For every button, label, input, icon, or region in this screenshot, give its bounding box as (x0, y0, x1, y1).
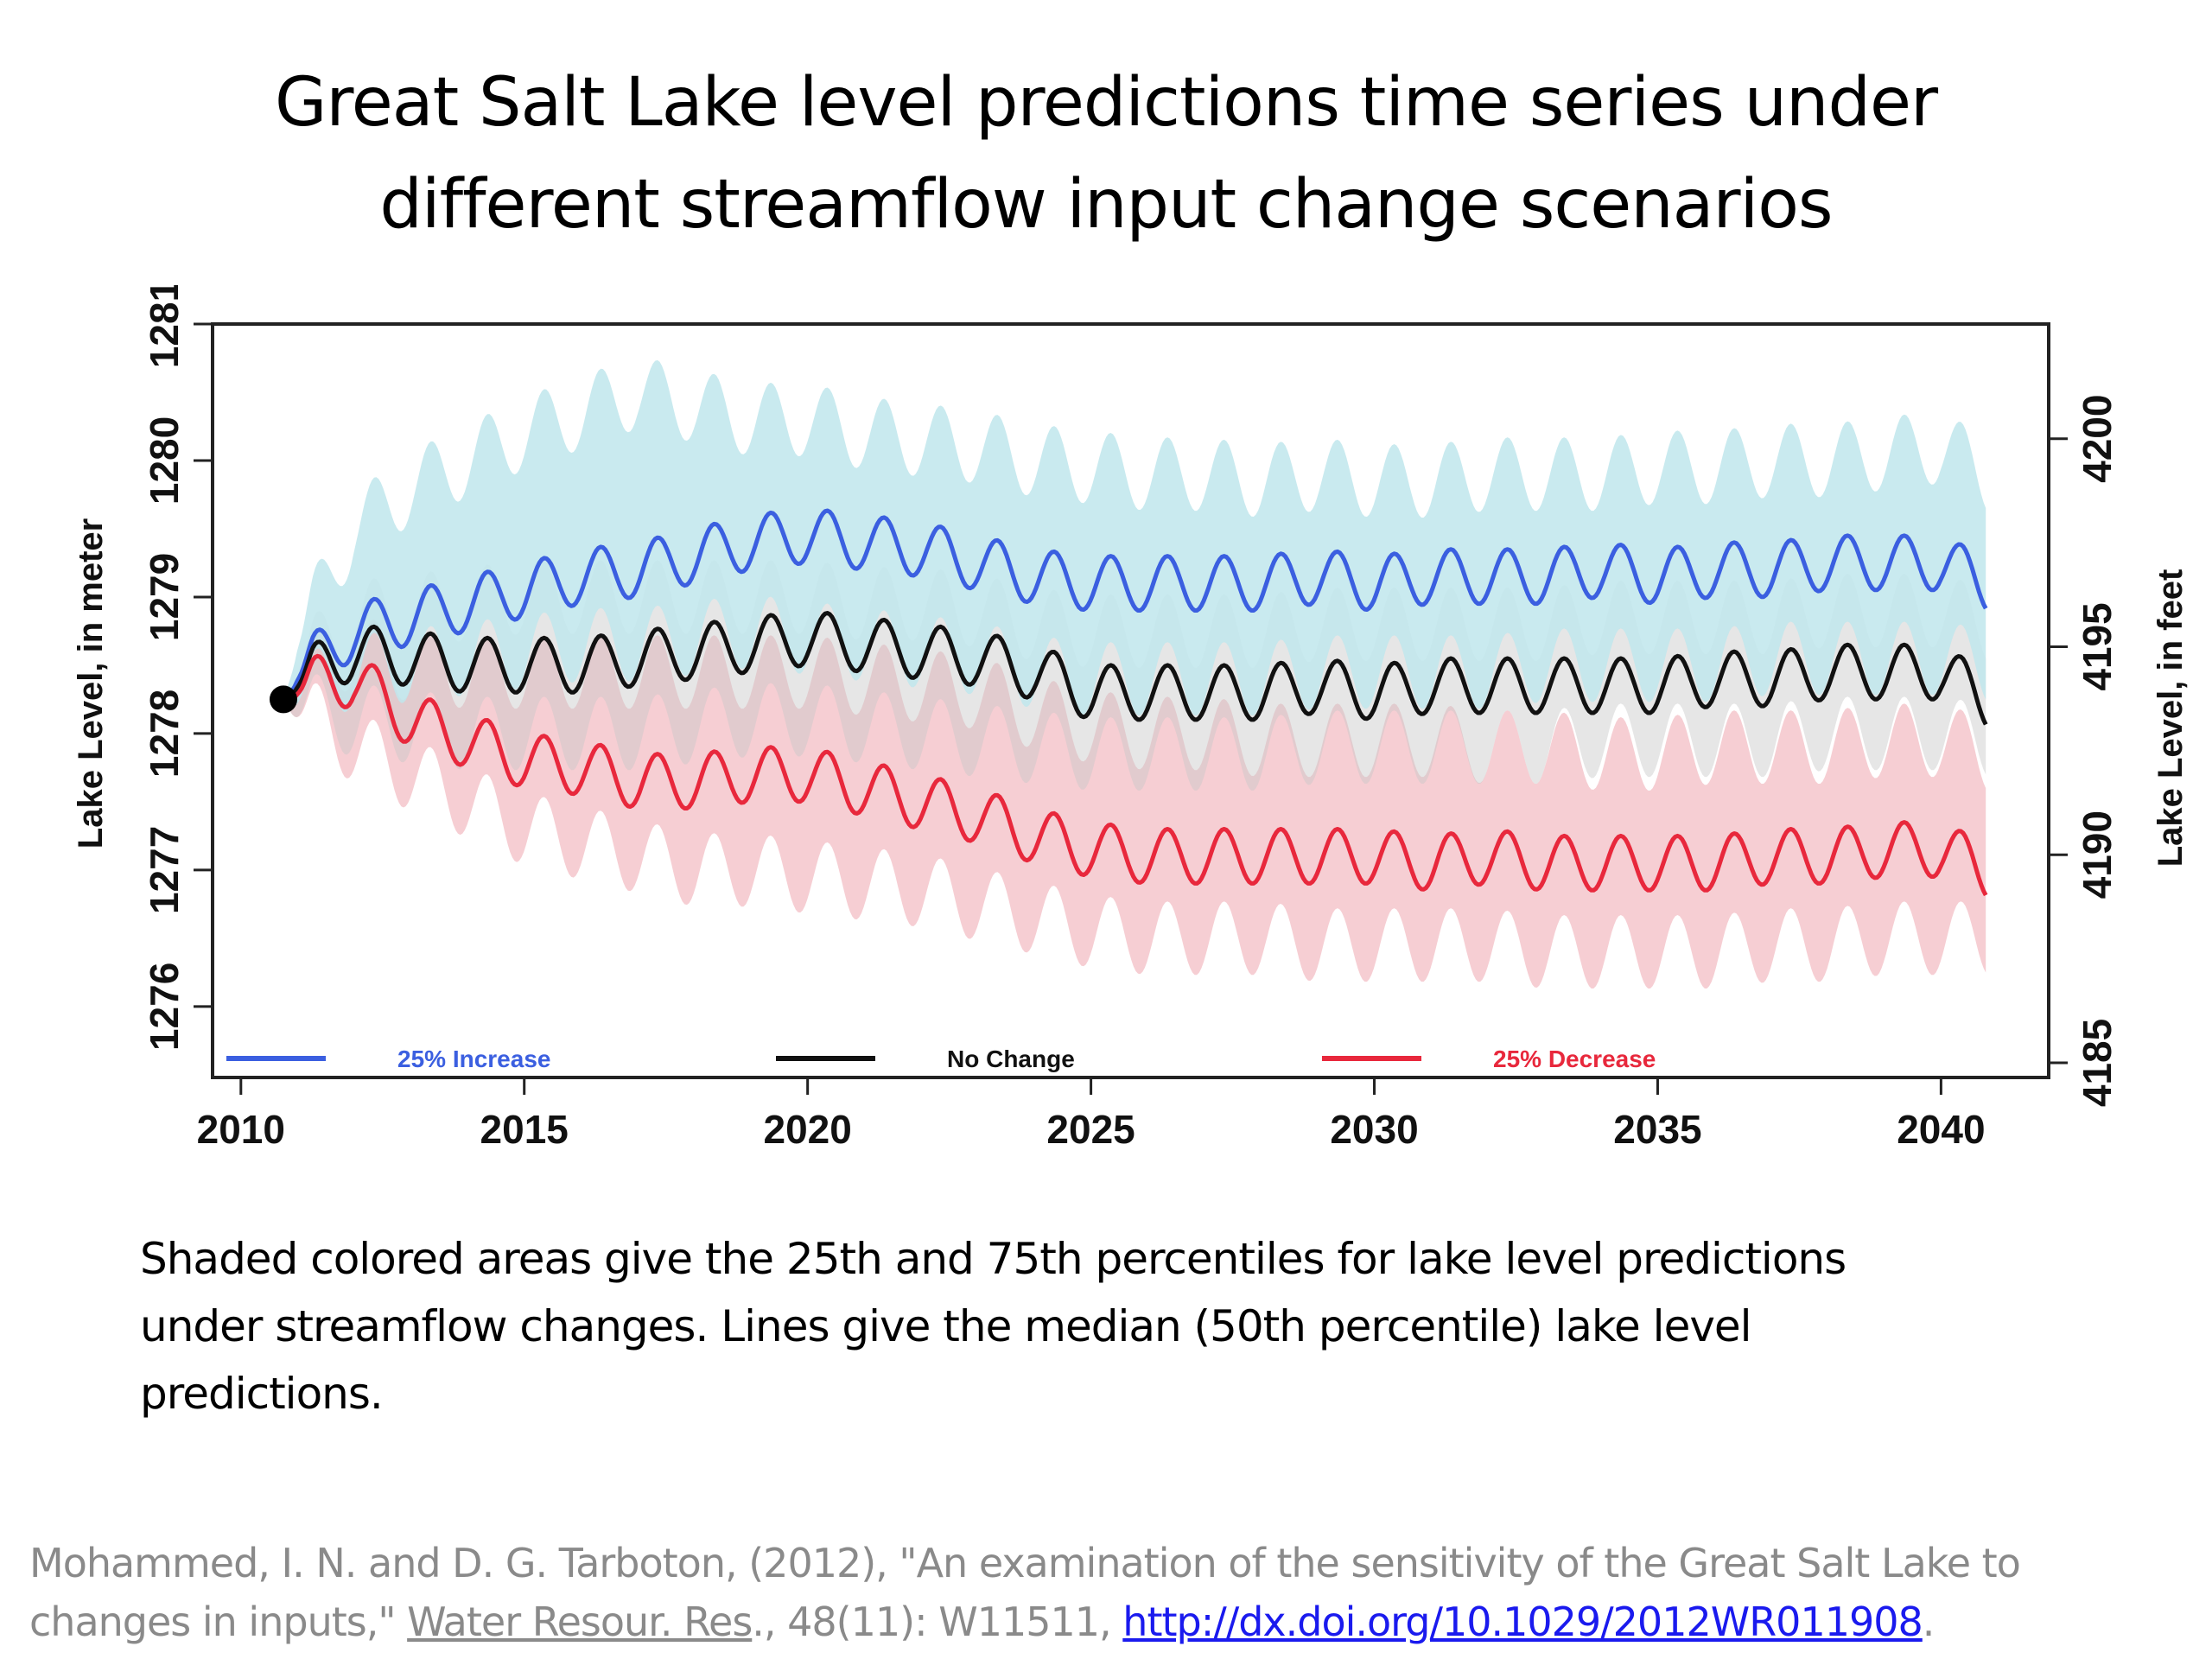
title-line-1: Great Salt Lake level predictions time s… (274, 64, 1938, 142)
legend-label: 25% Decrease (1493, 1046, 1656, 1072)
legend-label: No Change (947, 1046, 1075, 1072)
y-right-tick-label: 4190 (2075, 810, 2120, 899)
lake-level-chart: 2010 2015 2020 2025 2030 2035 2040 12761277127… (72, 285, 2190, 1152)
x-tick-label: 2020 (763, 1107, 851, 1152)
y-axis-left: 1276 1277 1278 1279 1280 1281 (142, 285, 213, 1051)
band-25-increase (283, 359, 1986, 715)
legend-item: 25% Increase (226, 1046, 550, 1072)
x-tick-label: 2015 (480, 1107, 569, 1152)
start-point-marker (269, 685, 297, 714)
y-axis-label-right: Lake Level, in feet (2152, 569, 2190, 868)
y-tick-label: 1276 (142, 963, 187, 1051)
citation-text: changes in inputs," (29, 1599, 408, 1645)
y-right-tick-label: 4200 (2075, 395, 2120, 483)
y-tick-label: 1281 (142, 285, 187, 368)
percentile-bands (283, 359, 1986, 988)
citation-journal: Water Resour. Res (407, 1599, 753, 1645)
slide-title: Great Salt Lake level predictions time s… (0, 52, 2212, 256)
citation-volume: ., 48(11): W11511, (752, 1599, 1123, 1645)
median-line-25-increase (282, 508, 1988, 702)
x-axis: 2010 2015 2020 2025 2030 2035 2040 (197, 1077, 1986, 1152)
y-tick-label: 1279 (142, 553, 187, 641)
legend-label: 25% Increase (397, 1046, 550, 1072)
band-25-decrease (283, 620, 1986, 988)
plot-frame (211, 322, 2050, 1079)
x-tick-label: 2025 (1046, 1107, 1135, 1152)
citation-line-1: Mohammed, I. N. and D. G. Tarboton, (201… (29, 1540, 2021, 1586)
median-line-no-change (282, 611, 1988, 726)
citation-end: . (1922, 1599, 1936, 1645)
x-tick-label: 2040 (1897, 1107, 1985, 1152)
y-right-tick-label: 4185 (2075, 1019, 2120, 1107)
y-tick-label: 1280 (142, 416, 187, 505)
y-tick-label: 1278 (142, 690, 187, 778)
citation-line-2: changes in inputs," Water Resour. Res., … (29, 1592, 2207, 1651)
caption-line-1: Shaded colored areas give the 25th and 7… (140, 1234, 1847, 1284)
x-tick-label: 2010 (197, 1107, 285, 1152)
legend: 25% Increase No Change 25% Decrease (226, 1046, 1656, 1072)
median-lines (282, 508, 1988, 897)
y-axis-label-left: Lake Level, in meter (72, 518, 110, 849)
y-right-tick-label: 4195 (2075, 602, 2120, 690)
caption-line-3: predictions. (140, 1369, 384, 1419)
y-tick-label: 1277 (142, 826, 187, 914)
citation: Mohammed, I. N. and D. G. Tarboton, (201… (29, 1534, 2207, 1651)
doi-link[interactable]: http://dx.doi.org/10.1029/2012WR011908 (1122, 1599, 1923, 1645)
x-tick-label: 2030 (1330, 1107, 1418, 1152)
caption-line-2: under streamflow changes. Lines give the… (140, 1301, 1752, 1351)
legend-item: No Change (776, 1046, 1075, 1072)
median-line-25-decrease (283, 653, 1988, 897)
legend-item: 25% Decrease (1322, 1046, 1656, 1072)
figure-caption: Shaded colored areas give the 25th and 7… (140, 1225, 2127, 1427)
title-line-2: different streamflow input change scenar… (379, 166, 1833, 244)
x-tick-label: 2035 (1613, 1107, 1701, 1152)
y-axis-right: 4185 4190 4195 4200 (2049, 395, 2120, 1107)
